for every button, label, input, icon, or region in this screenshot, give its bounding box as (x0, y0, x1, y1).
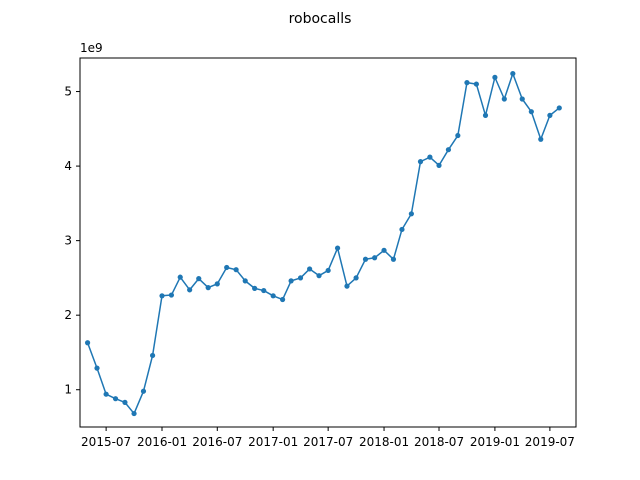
data-point (252, 285, 258, 291)
data-point (297, 275, 304, 281)
data-point (372, 255, 378, 261)
data-point (214, 281, 220, 287)
data-point (177, 274, 183, 280)
x-tick-label: 2019-07 (525, 435, 575, 449)
data-point (334, 245, 341, 251)
data-point (112, 396, 119, 402)
data-point (205, 285, 211, 291)
x-tick-label: 2017-07 (303, 435, 353, 449)
y-axis-offset-label: 1e9 (80, 41, 103, 55)
data-point (224, 264, 230, 271)
x-tick-label: 2016-01 (137, 435, 187, 449)
data-point (455, 132, 461, 139)
data-point (436, 162, 442, 168)
data-point (473, 81, 479, 87)
data-point (196, 276, 202, 282)
data-point (528, 109, 534, 115)
plot-frame (79, 57, 577, 428)
data-point (445, 147, 452, 153)
data-point (417, 159, 424, 165)
data-point (362, 256, 369, 262)
data-point (482, 112, 489, 118)
data-point (325, 267, 331, 274)
data-point (270, 293, 276, 299)
x-tick-label: 2017-01 (248, 435, 298, 449)
data-point (316, 273, 322, 279)
data-point (556, 105, 562, 111)
data-point (261, 287, 267, 294)
y-tick-label: 5 (64, 85, 72, 99)
data-point (501, 96, 507, 102)
chart-title: robocalls (289, 11, 352, 27)
y-tick-label: 4 (64, 159, 72, 173)
series-line (86, 72, 560, 415)
x-tick-label: 2018-07 (414, 435, 464, 449)
x-tick-label: 2018-01 (359, 435, 409, 449)
data-point (103, 391, 109, 397)
data-point (344, 283, 350, 289)
data-point (307, 266, 313, 272)
data-point (519, 96, 525, 102)
series-layer (84, 71, 562, 417)
data-point (94, 365, 100, 371)
data-point (427, 154, 433, 160)
data-point (122, 399, 128, 405)
data-point (84, 340, 91, 346)
data-point (131, 410, 137, 417)
data-point (353, 275, 359, 281)
data-point (187, 287, 193, 293)
data-point (168, 292, 175, 298)
data-point (149, 352, 156, 359)
data-point (390, 256, 397, 262)
data-point (408, 211, 414, 217)
y-tick-label: 1 (64, 383, 72, 397)
axes: 2015-07 2016-01 2016-07 2017-01 2017-07 2018-… (64, 85, 575, 449)
data-point (279, 296, 286, 303)
data-point (492, 74, 498, 80)
x-tick-label: 2016-07 (192, 435, 242, 449)
data-point (399, 226, 405, 233)
data-point (288, 278, 294, 284)
x-tick-label: 2015-07 (81, 435, 131, 449)
data-point (464, 80, 470, 86)
y-tick-label: 3 (64, 234, 72, 248)
data-point (159, 293, 165, 299)
data-point (233, 267, 239, 273)
data-point (242, 278, 248, 284)
data-point (547, 112, 553, 118)
data-point (510, 71, 516, 77)
x-tick-label: 2019-01 (470, 435, 520, 449)
data-point (381, 247, 387, 253)
data-point (140, 388, 147, 394)
y-tick-label: 2 (64, 308, 72, 322)
data-point (538, 136, 544, 142)
